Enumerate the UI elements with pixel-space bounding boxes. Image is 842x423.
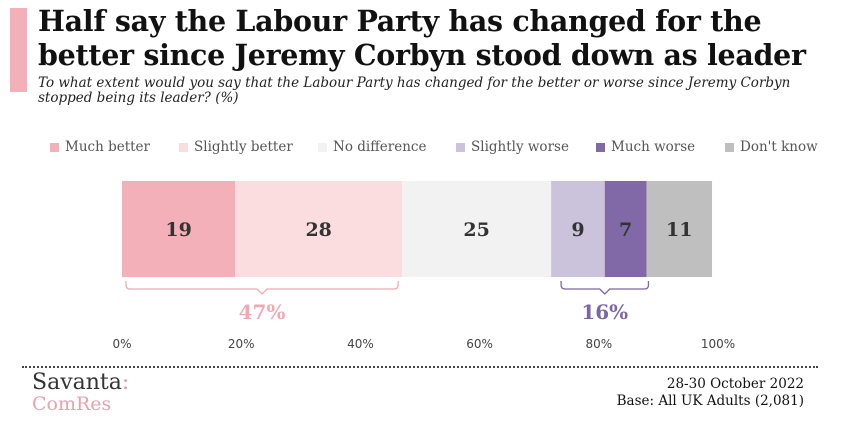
legend-label: Slightly worse [471,139,569,155]
bracket-2 [560,281,650,295]
legend-label: Slightly better [194,139,293,155]
legend-swatch [179,142,188,152]
legend-item-no-difference: No difference [318,138,426,156]
legend-label: Don't know [740,139,818,155]
bracket-label-1: 47% [239,300,286,324]
bar-much-worse [604,181,647,277]
legend-item-don-t-know: Don't know [725,138,818,156]
bar-label-much-worse: 7 [619,219,632,241]
x-tick-label-4: 80% [585,337,612,351]
bar-label-don-t-know: 11 [666,219,692,241]
legend-label: Much better [65,139,150,155]
bar-label-slightly-worse: 9 [571,219,584,241]
legend-item-much-worse: Much worse [596,138,695,156]
bar-label-slightly-better: 28 [305,219,331,241]
legend-item-much-better: Much better [50,138,150,156]
title-accent-bar [10,8,27,92]
stacked-bar-chart: 19 28 25 9 7 11 47% 16% 0% 20% 40% 60% 80% 100% [112,181,735,351]
legend-item-slightly-worse: Slightly worse [456,138,569,156]
bracket-label-2: 16% [581,300,628,324]
chart-title: Half say the Labour Party has changed fo… [38,4,806,72]
bracket-1 [125,281,399,295]
legend-label: No difference [333,139,427,155]
bar-much-better [122,181,236,277]
legend-swatch [50,142,59,152]
x-tick-label-0: 0% [112,337,131,351]
legend: Much better Slightly better No difference S… [0,138,842,156]
legend-swatch [318,142,327,152]
chart-subtitle: To what extent would you say that the La… [38,75,791,106]
x-tick-label-2: 40% [347,337,374,351]
legend-swatch [456,142,465,152]
bar-no-difference [402,181,552,277]
bar-label-much-better: 19 [165,219,191,241]
legend-swatch [725,142,734,152]
bar-slightly-better [235,181,403,277]
legend-swatch [596,142,605,152]
bar-slightly-worse [551,181,605,277]
survey-date: 28-30 October 2022 [666,376,804,392]
x-tick-label-5: 100% [701,337,735,351]
survey-base: Base: All UK Adults (2,081) [616,393,804,409]
footer-info: 28-30 October 2022 Base: All UK Adults (… [617,376,804,410]
legend-label: Much worse [611,139,696,155]
bar-label-no-difference: 25 [463,219,489,241]
x-tick-label-3: 60% [466,337,493,351]
logo-savanta: Savanta: [32,370,130,395]
logo-comres: ComRes [32,393,112,415]
bar-don-t-know [646,181,713,277]
x-tick-label-1: 20% [228,337,255,351]
footer-divider [22,366,818,368]
legend-item-slightly-better: Slightly better [179,138,293,156]
